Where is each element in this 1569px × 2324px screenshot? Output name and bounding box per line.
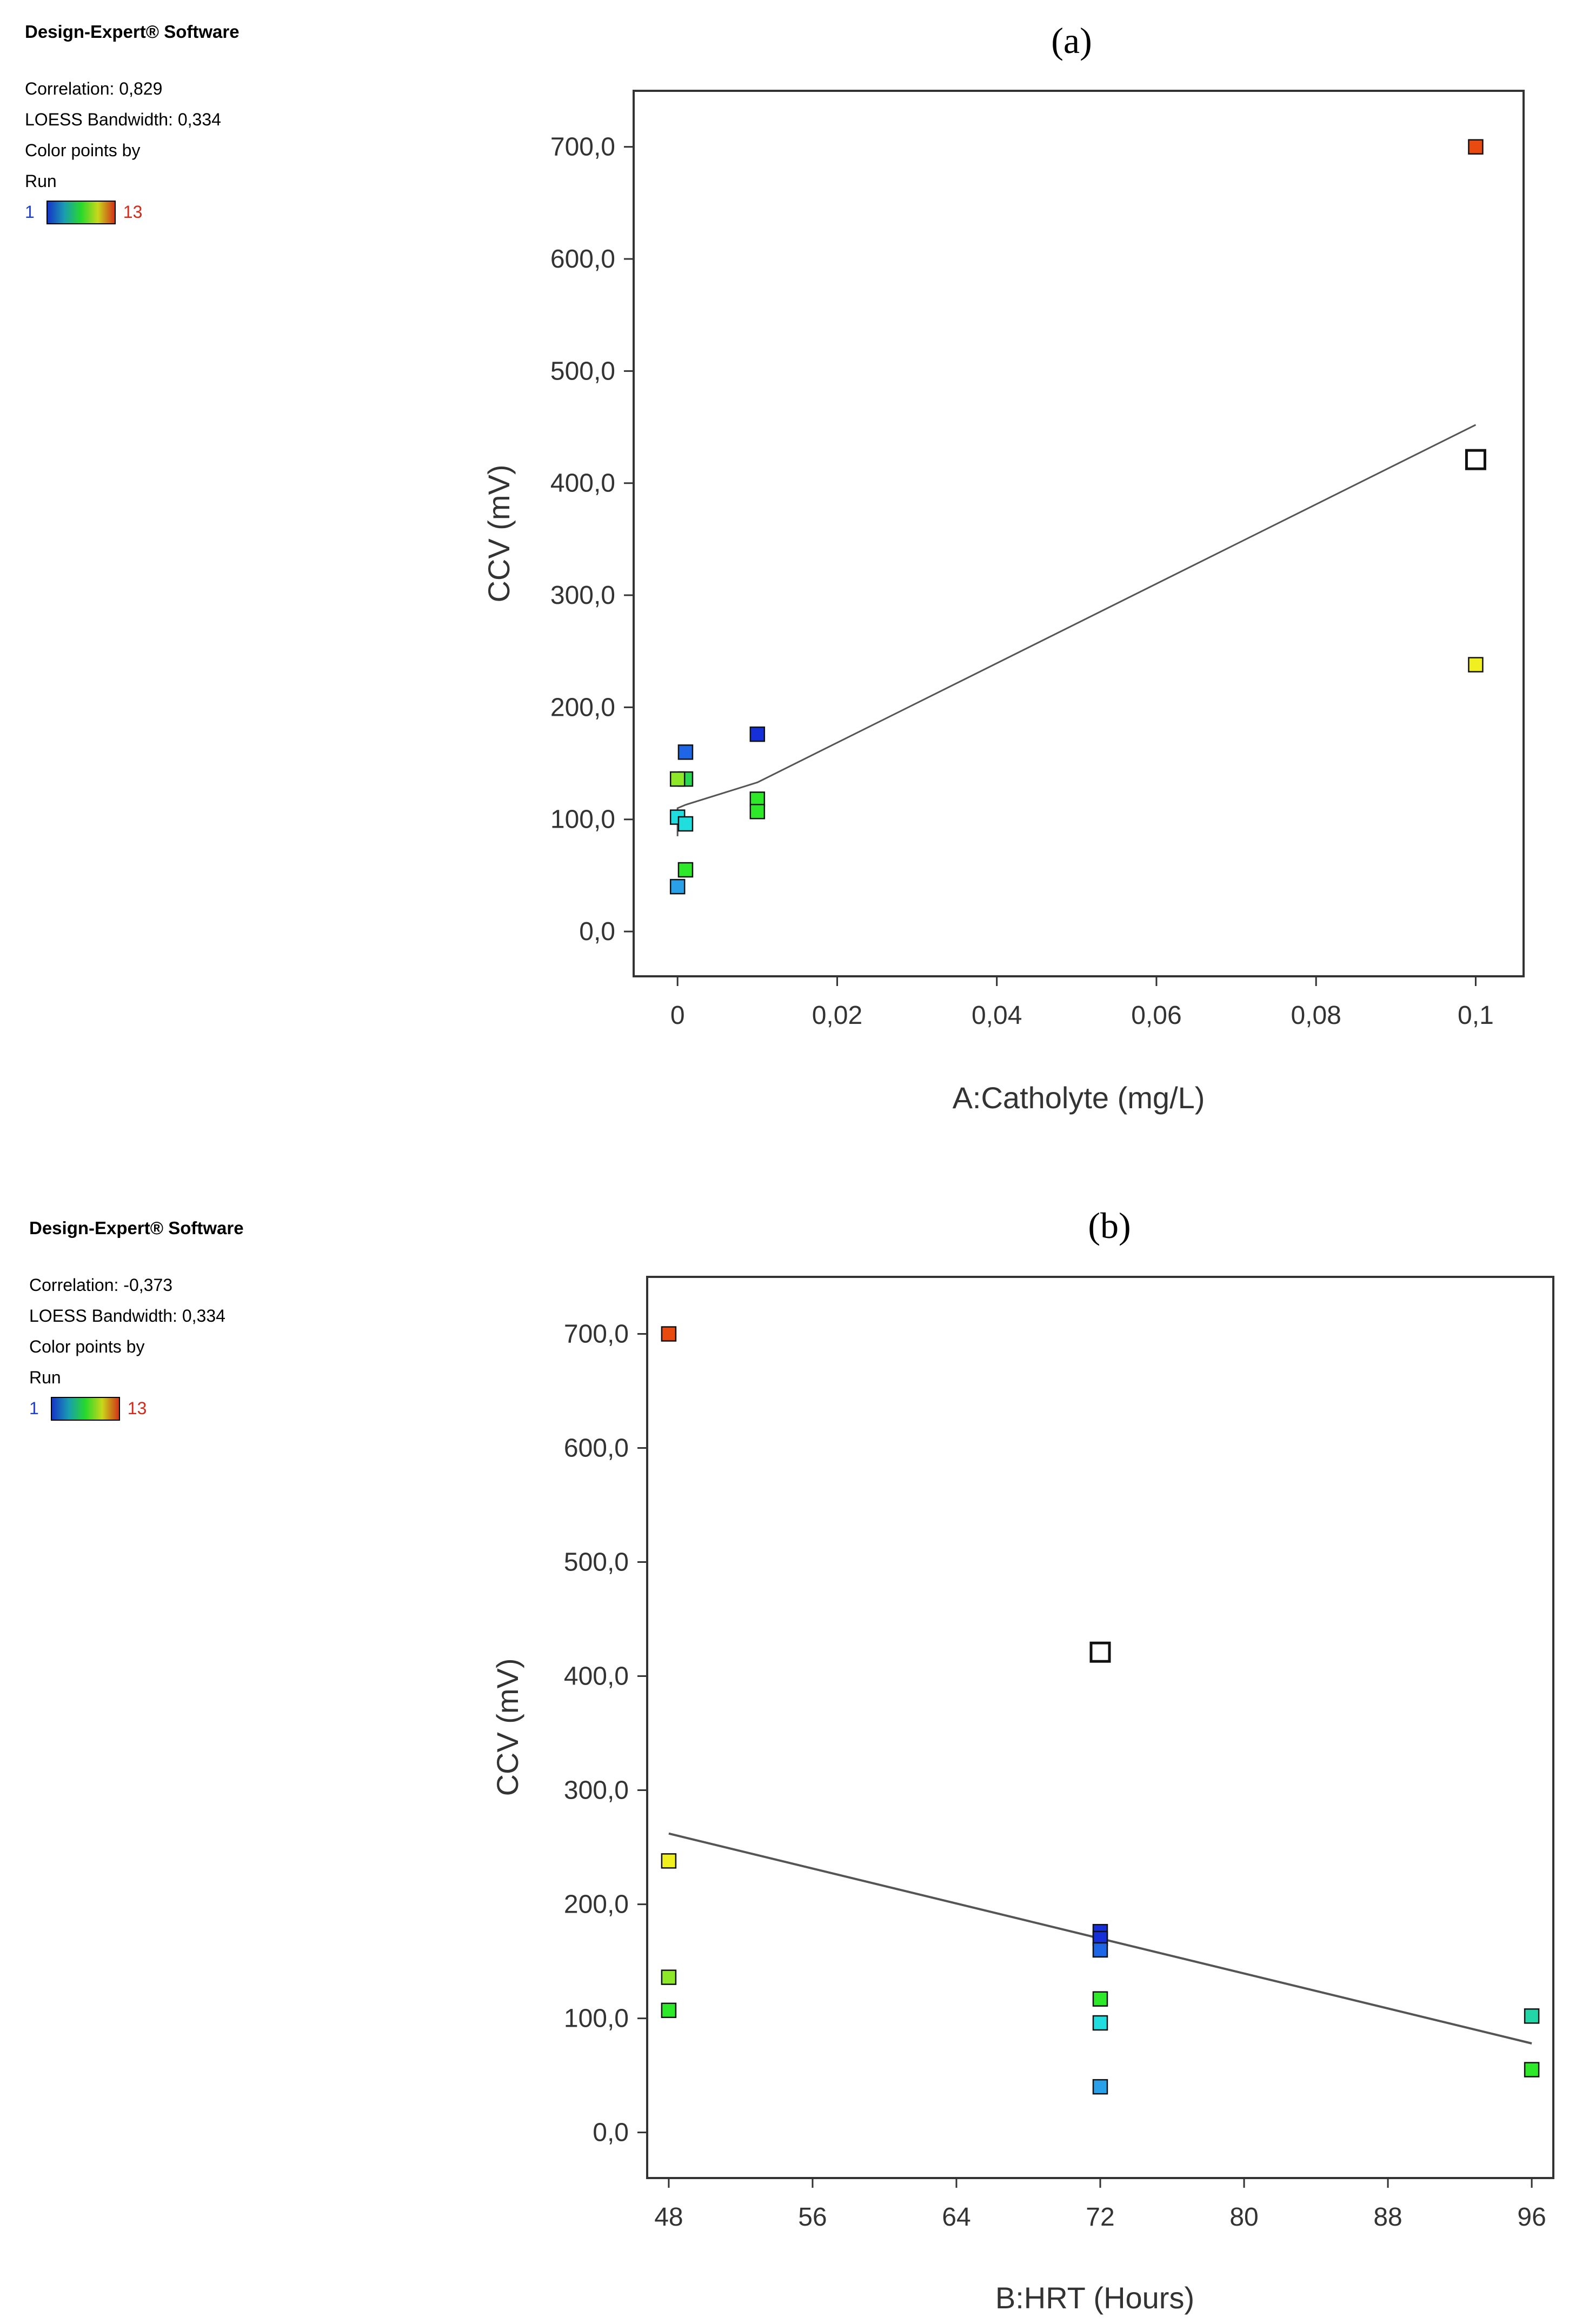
color-var-text: Run bbox=[25, 171, 57, 191]
x-axis-title: A:Catholyte (mg/L) bbox=[953, 1081, 1205, 1115]
data-point bbox=[1468, 139, 1484, 155]
x-tick-label: 80 bbox=[1229, 2203, 1258, 2232]
y-tick-label: 700,0 bbox=[564, 1320, 629, 1349]
colorbar-high-label: 13 bbox=[123, 202, 143, 222]
data-point bbox=[661, 2002, 677, 2019]
run-colorbar: 1 13 bbox=[29, 1393, 244, 1424]
y-tick-label: 100,0 bbox=[564, 2005, 629, 2033]
data-points bbox=[669, 139, 1486, 895]
y-tick-label: 400,0 bbox=[564, 1662, 629, 1691]
y-tick-label: 600,0 bbox=[550, 245, 615, 274]
colorbar-high-label: 13 bbox=[127, 1399, 147, 1418]
data-point bbox=[1092, 1991, 1108, 2007]
info-panel-b: Design-Expert® Software Correlation: -0,… bbox=[29, 1218, 244, 1424]
x-tick-label: 0,06 bbox=[1131, 1001, 1181, 1030]
software-title: Design-Expert® Software bbox=[25, 22, 240, 42]
data-point bbox=[1465, 449, 1486, 470]
panel-label: (b) bbox=[1088, 1205, 1131, 1246]
correlation-text: Correlation: 0,829 bbox=[25, 79, 163, 98]
data-point bbox=[1092, 2079, 1108, 2095]
y-tick-label: 300,0 bbox=[564, 1776, 629, 1805]
run-colorbar: 1 13 bbox=[25, 197, 240, 228]
x-tick-label: 96 bbox=[1517, 2203, 1546, 2232]
x-tick-label: 0 bbox=[670, 1001, 685, 1030]
data-point bbox=[749, 726, 766, 742]
x-tick-label: 0,02 bbox=[812, 1001, 862, 1030]
x-tick-label: 0,08 bbox=[1291, 1001, 1341, 1030]
bandwidth-text: LOESS Bandwidth: 0,334 bbox=[25, 110, 221, 129]
scatter-chart-a: (a) 0,0 100,0 200,0 300,0 400,0 500,0 600,0 700… bbox=[482, 20, 1525, 1115]
y-axis-title: CCV (mV) bbox=[490, 1658, 524, 1796]
data-points bbox=[661, 1326, 1540, 2095]
y-tick-label: 500,0 bbox=[550, 357, 615, 385]
y-tick-label: 100,0 bbox=[550, 805, 615, 834]
info-panel-a: Design-Expert® Software Correlation: 0,8… bbox=[25, 22, 240, 228]
data-point bbox=[677, 816, 694, 832]
color-by-text: Color points by bbox=[29, 1337, 145, 1356]
data-point bbox=[1092, 1942, 1108, 1958]
colorbar-low-label: 1 bbox=[29, 1399, 39, 1418]
panel-label: (a) bbox=[1051, 20, 1092, 61]
colorbar-gradient bbox=[50, 1396, 120, 1421]
y-tick-label: 0,0 bbox=[593, 2119, 629, 2147]
x-axis-title: B:HRT (Hours) bbox=[995, 2281, 1194, 2315]
color-by-text: Color points by bbox=[25, 141, 141, 160]
data-point bbox=[677, 862, 694, 878]
x-tick-label: 72 bbox=[1086, 2203, 1114, 2232]
data-point bbox=[677, 744, 694, 760]
data-point bbox=[1468, 657, 1484, 672]
scatter-chart-b: (b) 0,0 100,0 200,0 300,0 400,0 500,0 600,0 700… bbox=[490, 1205, 1554, 2315]
plot-frame bbox=[646, 1276, 1554, 2179]
x-tick-label: 0,04 bbox=[972, 1001, 1022, 1030]
data-point bbox=[669, 878, 686, 895]
data-point bbox=[1524, 2062, 1540, 2077]
plot-frame bbox=[633, 90, 1525, 977]
loess-fit-line bbox=[676, 424, 1477, 836]
data-point bbox=[661, 1969, 677, 1985]
data-point bbox=[1089, 1641, 1111, 1663]
bandwidth-text: LOESS Bandwidth: 0,334 bbox=[29, 1306, 225, 1326]
x-axis: 0 0,02 0,04 0,06 0,08 0,1 bbox=[670, 976, 1494, 1030]
correlation-text: Correlation: -0,373 bbox=[29, 1275, 173, 1295]
y-tick-label: 600,0 bbox=[564, 1434, 629, 1463]
x-tick-label: 0,1 bbox=[1458, 1001, 1494, 1030]
color-var-text: Run bbox=[29, 1368, 61, 1387]
y-tick-label: 400,0 bbox=[550, 469, 615, 498]
data-point bbox=[1524, 2008, 1540, 2024]
x-tick-label: 48 bbox=[654, 2203, 683, 2232]
y-tick-label: 200,0 bbox=[564, 1890, 629, 1919]
x-axis: 48 56 64 72 80 88 96 bbox=[654, 2178, 1546, 2232]
y-tick-label: 200,0 bbox=[550, 693, 615, 722]
software-title: Design-Expert® Software bbox=[29, 1218, 244, 1238]
x-tick-label: 88 bbox=[1373, 2203, 1402, 2232]
y-tick-label: 300,0 bbox=[550, 581, 615, 610]
x-tick-label: 56 bbox=[798, 2203, 827, 2232]
colorbar-gradient bbox=[46, 200, 116, 224]
colorbar-low-label: 1 bbox=[25, 202, 35, 222]
data-point bbox=[1092, 2015, 1108, 2031]
y-axis-title: CCV (mV) bbox=[482, 464, 516, 602]
y-tick-label: 0,0 bbox=[579, 917, 615, 946]
y-axis: 0,0 100,0 200,0 300,0 400,0 500,0 600,0 700,0 bbox=[564, 1320, 647, 2147]
data-point bbox=[661, 1326, 677, 1342]
y-tick-label: 700,0 bbox=[550, 133, 615, 162]
x-tick-label: 64 bbox=[942, 2203, 970, 2232]
data-point bbox=[669, 771, 686, 787]
data-point bbox=[661, 1853, 677, 1869]
y-axis: 0,0 100,0 200,0 300,0 400,0 500,0 600,0 700,0 bbox=[550, 133, 634, 946]
data-point bbox=[749, 803, 766, 820]
y-tick-label: 500,0 bbox=[564, 1548, 629, 1577]
